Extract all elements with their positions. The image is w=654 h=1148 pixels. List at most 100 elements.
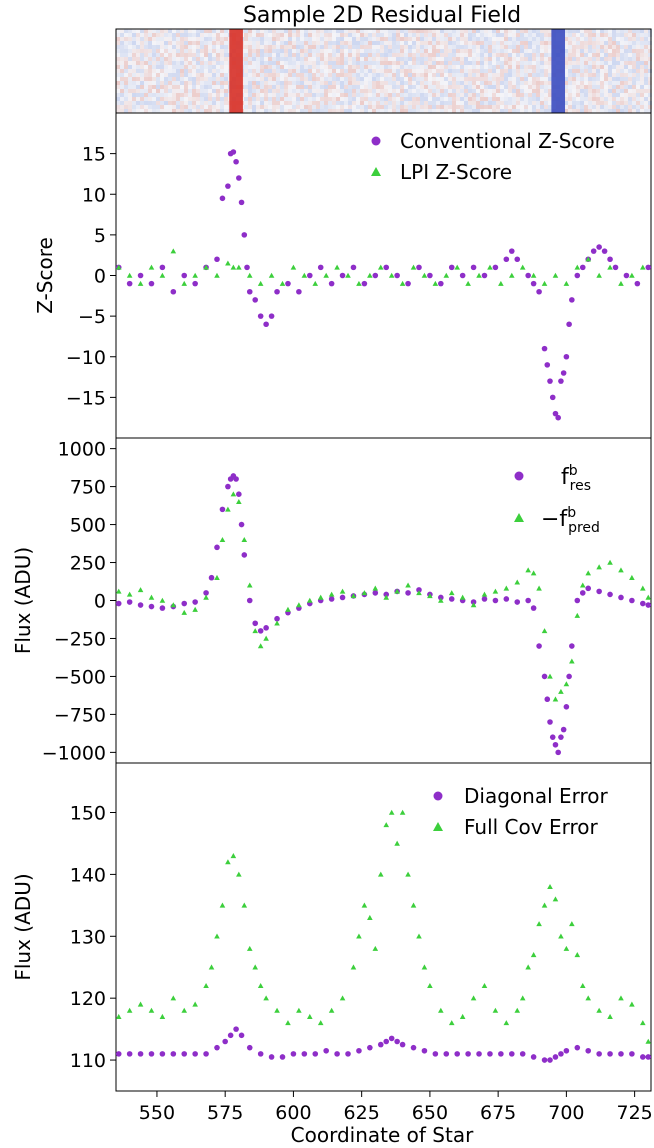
heatmap-cell xyxy=(356,77,360,81)
heatmap-cell xyxy=(592,109,596,113)
heatmap-cell xyxy=(276,105,280,109)
heatmap-cell xyxy=(360,37,364,41)
heatmap-cell xyxy=(208,89,212,93)
data-point xyxy=(383,594,390,600)
heatmap-cell xyxy=(192,61,196,65)
heatmap-cell xyxy=(360,85,364,89)
heatmap-cell xyxy=(140,57,144,61)
heatmap-cell xyxy=(388,97,392,101)
heatmap-cell xyxy=(300,49,304,53)
heatmap-cell xyxy=(308,69,312,73)
heatmap-cell xyxy=(432,81,436,85)
heatmap-cell xyxy=(416,61,420,65)
heatmap-cell xyxy=(364,33,368,37)
data-point xyxy=(246,945,253,951)
data-point xyxy=(394,588,400,594)
heatmap-cell xyxy=(484,37,488,41)
heatmap-cell xyxy=(276,73,280,77)
heatmap-cell xyxy=(184,33,188,37)
heatmap-cell xyxy=(192,105,196,109)
heatmap-cell xyxy=(216,85,220,89)
heatmap-cell xyxy=(548,57,552,61)
heatmap-cell xyxy=(640,37,644,41)
heatmap-cell xyxy=(292,81,296,85)
heatmap-cell xyxy=(332,29,336,33)
heatmap-cell xyxy=(340,77,344,81)
heatmap-cell xyxy=(372,77,376,81)
heatmap-cell xyxy=(140,77,144,81)
heatmap-cell xyxy=(640,41,644,45)
data-point xyxy=(372,585,379,591)
heatmap-cell xyxy=(348,97,352,101)
heatmap-cell xyxy=(616,29,620,33)
data-point xyxy=(252,628,259,634)
heatmap-cell xyxy=(448,57,452,61)
data-point xyxy=(377,1041,384,1048)
heatmap-cell xyxy=(132,89,136,93)
data-point xyxy=(585,570,592,576)
heatmap-cell xyxy=(208,65,212,69)
heatmap-cell xyxy=(160,69,164,73)
heatmap-cell xyxy=(272,57,276,61)
heatmap-cell xyxy=(220,85,224,89)
heatmap-cell xyxy=(412,65,416,69)
heatmap-cell xyxy=(372,49,376,53)
heatmap-cell xyxy=(192,97,196,101)
heatmap-cell xyxy=(640,97,644,101)
heatmap-cell xyxy=(396,85,400,89)
heatmap-cell xyxy=(428,101,432,105)
heatmap-cell xyxy=(480,93,484,97)
data-point xyxy=(274,620,280,626)
data-point xyxy=(569,921,575,927)
heatmap-cell xyxy=(184,81,188,85)
heatmap-cell xyxy=(508,105,512,109)
data-point xyxy=(236,491,242,497)
data-point xyxy=(339,995,346,1001)
heatmap-cell xyxy=(436,109,440,113)
heatmap-cell xyxy=(520,101,524,105)
heatmap-cell xyxy=(512,49,516,53)
heatmap-cell xyxy=(572,61,576,65)
heatmap-cell xyxy=(312,41,316,45)
heatmap-cell xyxy=(300,33,304,37)
heatmap-cell xyxy=(496,105,500,109)
heatmap-cell xyxy=(512,77,516,81)
heatmap-cell xyxy=(312,45,316,49)
heatmap-cell xyxy=(604,105,608,109)
heatmap-cell xyxy=(456,41,460,45)
heatmap-cell xyxy=(300,69,304,73)
heatmap-cell xyxy=(472,45,476,49)
heatmap-cell xyxy=(260,61,264,65)
data-point xyxy=(454,264,460,270)
heatmap-cell xyxy=(584,93,588,97)
heatmap-cell xyxy=(252,65,256,69)
heatmap-cell xyxy=(480,105,484,109)
heatmap-cell xyxy=(216,53,220,57)
data-point xyxy=(552,896,559,902)
data-point xyxy=(257,982,264,989)
plot-frame xyxy=(115,437,652,764)
heatmap-cell xyxy=(356,41,360,45)
heatmap-cell xyxy=(540,57,544,61)
heatmap-cell xyxy=(224,45,228,49)
heatmap-cell xyxy=(452,61,456,65)
heatmap-cell xyxy=(596,41,600,45)
heatmap-cell xyxy=(148,41,152,45)
heatmap-cell xyxy=(276,77,280,81)
heatmap-cell xyxy=(148,93,152,97)
heatmap-cell xyxy=(256,49,260,53)
heatmap-cell xyxy=(428,73,432,77)
heatmap-cell xyxy=(404,85,408,89)
heatmap-cell xyxy=(276,89,280,93)
heatmap-cell xyxy=(284,69,288,73)
heatmap-cell xyxy=(124,33,128,37)
heatmap-cell xyxy=(420,29,424,33)
heatmap-cell xyxy=(304,29,308,33)
heatmap-cell xyxy=(504,29,508,33)
data-point xyxy=(361,280,368,287)
heatmap-cell xyxy=(568,101,572,105)
heatmap-cell xyxy=(304,61,308,65)
heatmap-cell xyxy=(504,105,508,109)
heatmap-cell xyxy=(204,57,208,61)
heatmap-cell xyxy=(504,77,508,81)
